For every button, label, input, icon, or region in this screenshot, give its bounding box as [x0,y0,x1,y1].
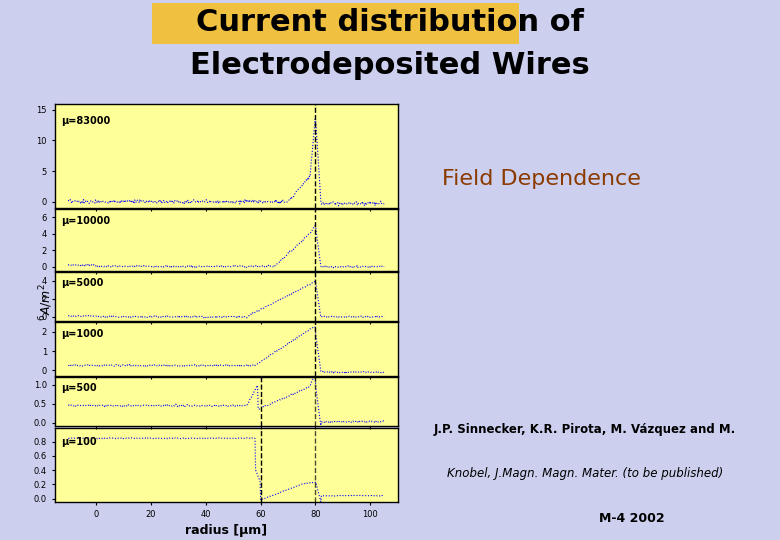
Text: Current distribution of: Current distribution of [196,8,584,37]
Text: $^6A/m^2$: $^6A/m^2$ [37,284,55,321]
Text: μ=10000: μ=10000 [62,217,111,226]
FancyBboxPatch shape [152,3,519,44]
Text: M-4 2002: M-4 2002 [599,512,665,525]
Text: Knobel, J.Magn. Magn. Mater. (to be published): Knobel, J.Magn. Magn. Mater. (to be publ… [447,467,723,480]
Text: J.P. Sinnecker, K.R. Pirota, M. Vázquez and M.: J.P. Sinnecker, K.R. Pirota, M. Vázquez … [434,423,736,436]
Text: Field Dependence: Field Dependence [442,168,641,189]
Text: μ=83000: μ=83000 [62,116,111,126]
X-axis label: radius [μm]: radius [μm] [185,524,268,537]
Text: μ=500: μ=500 [62,383,97,393]
Text: Electrodeposited Wires: Electrodeposited Wires [190,51,590,79]
Text: μ=5000: μ=5000 [62,278,104,288]
Text: μ=100: μ=100 [62,436,97,447]
Text: μ=1000: μ=1000 [62,329,104,339]
